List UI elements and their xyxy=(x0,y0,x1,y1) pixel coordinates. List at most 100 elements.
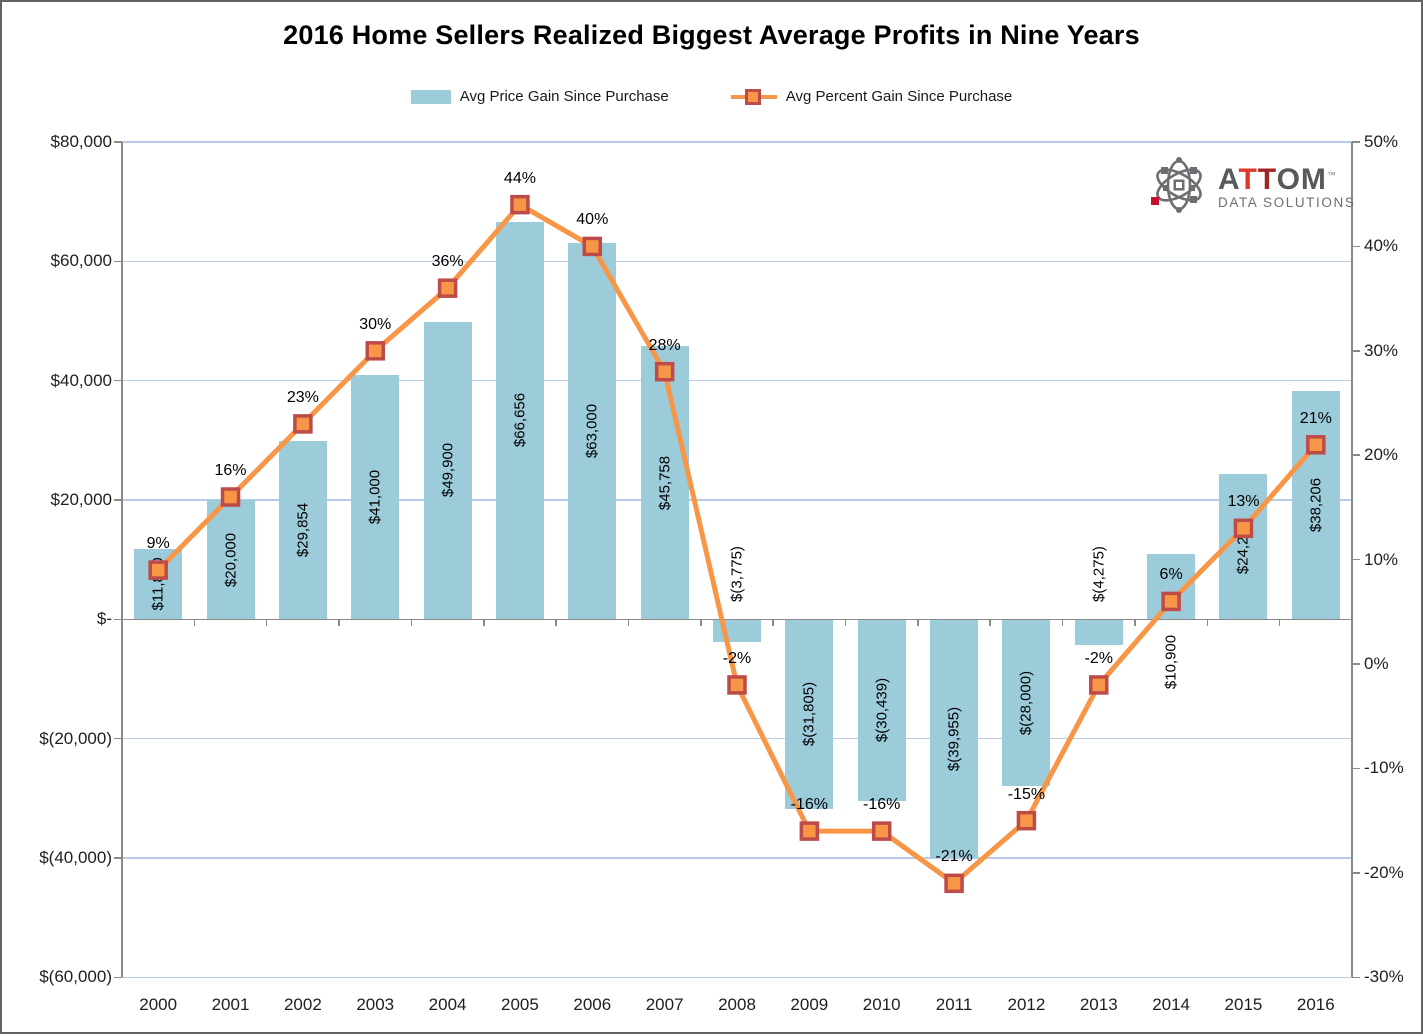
y-axis-left-tick xyxy=(114,260,122,263)
line-swatch-icon xyxy=(730,88,777,105)
x-axis-tick xyxy=(338,619,340,627)
percent-value-label: -2% xyxy=(722,649,752,667)
percent-value-label: 6% xyxy=(1159,566,1183,584)
x-axis-label: 2014 xyxy=(1152,995,1191,1014)
bar-value-label: $20,000 xyxy=(222,532,240,587)
bar-value-label: $(39,955) xyxy=(945,706,963,771)
y-axis-right-label: 20% xyxy=(1364,445,1399,465)
x-axis-tick xyxy=(555,619,557,627)
x-axis-tick xyxy=(193,619,196,627)
x-axis-label: 2012 xyxy=(1007,995,1046,1014)
y-axis-right-tick xyxy=(1352,663,1360,665)
y-axis-left-label: $40,000 xyxy=(50,370,112,390)
percent-value-label: 9% xyxy=(146,535,170,553)
x-axis-tick xyxy=(627,619,630,627)
y-axis-right-label: 50% xyxy=(1364,132,1399,151)
line-marker xyxy=(437,278,458,298)
bar xyxy=(713,619,761,642)
line-marker xyxy=(510,194,530,215)
bar-swatch-icon xyxy=(410,89,451,104)
bar-value-label: $10,900 xyxy=(1162,635,1180,690)
attom-tagline: DATA SOLUTIONS xyxy=(1218,194,1356,210)
line-marker xyxy=(727,675,747,695)
bar-value-label: $41,000 xyxy=(366,469,384,525)
x-axis-label: 2006 xyxy=(573,995,612,1014)
y-axis-right-tick xyxy=(1352,245,1360,248)
y-axis-left-tick xyxy=(114,499,122,501)
y-axis-left-tick xyxy=(114,141,122,143)
bar-value-label: $45,758 xyxy=(656,455,674,510)
legend-label-price-gain: Avg Price Gain Since Purchase xyxy=(459,88,669,105)
percent-value-label: -16% xyxy=(863,796,901,814)
y-axis-right-label: 10% xyxy=(1364,549,1399,569)
line-marker xyxy=(944,873,964,894)
y-axis-right-tick xyxy=(1352,767,1360,770)
x-axis-label: 2003 xyxy=(356,995,395,1014)
gridline xyxy=(122,260,1352,263)
bar-value-label: $(30,439) xyxy=(873,678,891,743)
bar-value-label: $24,288 xyxy=(1234,519,1252,574)
y-axis-left-label: $(20,000) xyxy=(39,728,112,748)
percent-value-label: 36% xyxy=(431,253,464,271)
bar-value-label: $38,206 xyxy=(1307,478,1325,533)
line-marker xyxy=(799,821,820,841)
y-axis-left-tick xyxy=(114,618,122,621)
bar-value-label: $(4,275) xyxy=(1090,546,1108,603)
x-axis-label: 2016 xyxy=(1296,995,1335,1014)
x-axis-label: 2013 xyxy=(1079,995,1118,1014)
x-axis-tick xyxy=(265,619,268,627)
y-axis-right-label: -10% xyxy=(1364,758,1404,778)
y-axis-left-tick xyxy=(114,857,122,859)
y-axis-right-tick xyxy=(1352,558,1360,561)
x-axis-tick xyxy=(1206,619,1209,627)
y-axis-left-label: $(40,000) xyxy=(39,847,112,867)
x-axis-label: 2002 xyxy=(283,995,322,1014)
percent-value-label: 30% xyxy=(359,315,392,333)
y-axis-right-label: 30% xyxy=(1364,340,1399,360)
legend: Avg Price Gain Since Purchase Avg Percen… xyxy=(2,88,1421,105)
percent-value-label: 28% xyxy=(648,336,681,354)
x-axis-tick xyxy=(772,619,774,627)
line-marker xyxy=(1089,675,1109,695)
x-axis-label: 2001 xyxy=(211,995,250,1014)
line-swatch-marker xyxy=(744,88,761,105)
x-axis-tick xyxy=(483,619,485,627)
percent-value-label: -16% xyxy=(790,796,829,814)
attom-logo-text: ATTOM™ DATA SOLUTIONS xyxy=(1218,161,1355,210)
x-axis-tick xyxy=(1134,619,1136,627)
bar-value-label: $(28,000) xyxy=(1017,670,1035,735)
percent-value-label: 44% xyxy=(503,169,536,187)
chart-title: 2016 Home Sellers Realized Biggest Avera… xyxy=(283,20,1140,50)
gridline xyxy=(122,141,1352,143)
legend-label-percent-gain: Avg Percent Gain Since Purchase xyxy=(785,88,1013,105)
x-axis-label: 2011 xyxy=(935,995,973,1014)
x-axis-label: 2004 xyxy=(428,995,467,1014)
x-axis-label: 2009 xyxy=(790,995,829,1014)
legend-item-price-gain: Avg Price Gain Since Purchase xyxy=(410,88,669,105)
percent-value-label: 21% xyxy=(1299,409,1332,427)
x-axis-tick xyxy=(1278,619,1281,627)
y-axis-left-label: $60,000 xyxy=(50,251,112,271)
trademark-symbol: ™ xyxy=(1326,169,1336,180)
x-axis-tick xyxy=(844,619,847,627)
y-axis-left-label: $(60,000) xyxy=(39,967,112,987)
y-axis-left-label: $- xyxy=(96,609,112,629)
attom-logo: ATTOM™ DATA SOLUTIONS xyxy=(1148,154,1355,216)
y-axis-left-line xyxy=(121,142,123,978)
x-axis-label: 2007 xyxy=(645,995,684,1014)
x-axis-label: 2005 xyxy=(501,995,539,1014)
attom-logo-icon xyxy=(1151,157,1202,213)
percent-line-series xyxy=(155,202,1319,886)
x-axis-line xyxy=(122,618,1352,621)
y-axis-left-label: $80,000 xyxy=(50,132,112,151)
y-axis-left-tick xyxy=(114,379,122,382)
x-axis-label: 2015 xyxy=(1224,995,1263,1014)
y-axis-right-tick xyxy=(1352,350,1360,352)
y-axis-left-tick xyxy=(114,976,122,979)
bar-value-label: $63,000 xyxy=(583,404,601,459)
bar-value-label: $(3,775) xyxy=(728,546,746,603)
y-axis-right-tick xyxy=(1352,872,1360,874)
percent-value-label: 16% xyxy=(214,462,247,479)
line-marker xyxy=(871,821,892,841)
